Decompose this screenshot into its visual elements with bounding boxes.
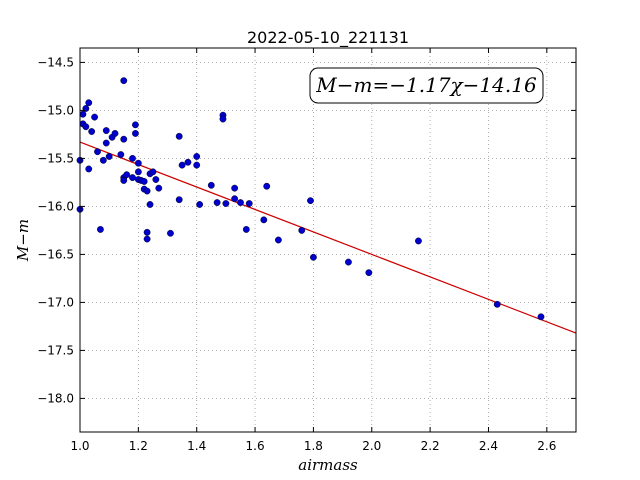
data-point	[143, 228, 151, 236]
data-point	[242, 226, 250, 233]
x-tick-label: 1.8	[304, 439, 323, 453]
data-point	[213, 199, 221, 206]
data-point	[85, 165, 93, 173]
x-tick-label: 1.0	[70, 439, 89, 453]
y-tick-label: −16.5	[37, 247, 74, 261]
data-point	[345, 258, 352, 266]
data-point	[365, 269, 373, 277]
data-point	[175, 132, 183, 140]
data-point	[105, 153, 113, 160]
y-tick-label: −17.5	[37, 343, 74, 357]
data-point	[415, 237, 422, 245]
data-point	[120, 135, 128, 143]
chart-title: 2022-05-10_221131	[247, 28, 409, 48]
data-point	[167, 229, 174, 237]
data-point	[88, 128, 96, 135]
data-point	[143, 235, 151, 243]
plot-frame	[79, 47, 577, 433]
data-point	[82, 123, 90, 131]
fit-equation: M−m=−1.17χ−14.16	[315, 73, 537, 97]
x-tick-label: 2.2	[421, 439, 440, 453]
data-point	[219, 115, 227, 123]
data-point	[155, 184, 163, 192]
data-point	[117, 151, 125, 158]
annotation-frame	[309, 67, 544, 104]
data-point	[85, 99, 93, 107]
data-point	[149, 168, 157, 176]
fit-line-group	[79, 141, 577, 334]
data-point	[140, 178, 148, 185]
data-point	[184, 158, 192, 166]
y-tick-label: −15.5	[37, 151, 74, 165]
data-point	[493, 300, 501, 308]
x-axis-label: airmass	[298, 456, 358, 474]
data-point	[237, 199, 244, 206]
data-point	[94, 148, 101, 156]
data-point	[298, 226, 306, 234]
data-point	[196, 201, 204, 208]
x-tick-label: 1.4	[187, 439, 206, 453]
y-tick-label: −18.0	[37, 391, 74, 405]
data-point	[193, 161, 201, 169]
y-tick-labels: −14.5 −15.0 −15.5 −16.0 −16.5 −17.0 −17.5 −18.0	[37, 55, 74, 405]
data-point	[245, 200, 253, 207]
data-point	[97, 226, 104, 233]
data-point	[120, 77, 128, 85]
data-point	[143, 187, 151, 195]
data-point	[222, 200, 230, 207]
annotation-box: M−m=−1.17χ−14.16	[309, 67, 544, 104]
data-point	[307, 197, 314, 205]
data-point	[102, 127, 110, 134]
x-tick-label: 1.2	[129, 439, 148, 453]
data-point	[79, 110, 87, 118]
grid-lines	[79, 48, 576, 432]
data-point	[132, 121, 139, 129]
y-tick-label: −15.0	[37, 103, 74, 117]
data-point	[175, 196, 183, 204]
x-tick-label: 2.0	[362, 439, 381, 453]
y-tick-label: −16.0	[37, 199, 74, 213]
data-point	[310, 253, 317, 261]
data-point	[111, 130, 119, 137]
x-tick-label: 1.6	[246, 439, 265, 453]
y-tick-label: −17.0	[37, 295, 74, 309]
data-point	[274, 236, 282, 244]
data-point	[231, 184, 239, 192]
data-point	[152, 176, 160, 183]
data-point	[99, 156, 107, 164]
data-point	[102, 139, 110, 147]
y-tick-label: −14.5	[37, 55, 74, 69]
data-point	[129, 154, 136, 162]
data-point	[207, 181, 215, 189]
data-point	[178, 161, 186, 169]
data-point	[146, 201, 154, 208]
data-point	[134, 168, 142, 176]
x-tick-label: 2.4	[479, 439, 498, 453]
data-point	[134, 159, 142, 167]
data-point	[193, 153, 201, 160]
data-point	[120, 177, 128, 184]
fit-line	[79, 141, 577, 334]
data-point	[537, 313, 545, 321]
data-point	[129, 174, 136, 182]
y-axis-label: M−m	[14, 219, 32, 262]
data-point	[260, 216, 268, 224]
axis-ticks	[79, 48, 576, 432]
data-point	[231, 195, 239, 203]
x-tick-label: 2.6	[537, 439, 556, 453]
x-tick-labels: 1.0 1.2 1.4 1.6 1.8 2.0 2.2 2.4 2.6	[70, 439, 556, 453]
data-point	[263, 182, 271, 190]
data-points	[76, 77, 545, 321]
data-point	[123, 171, 131, 179]
data-point	[132, 130, 139, 137]
data-point	[91, 113, 98, 121]
